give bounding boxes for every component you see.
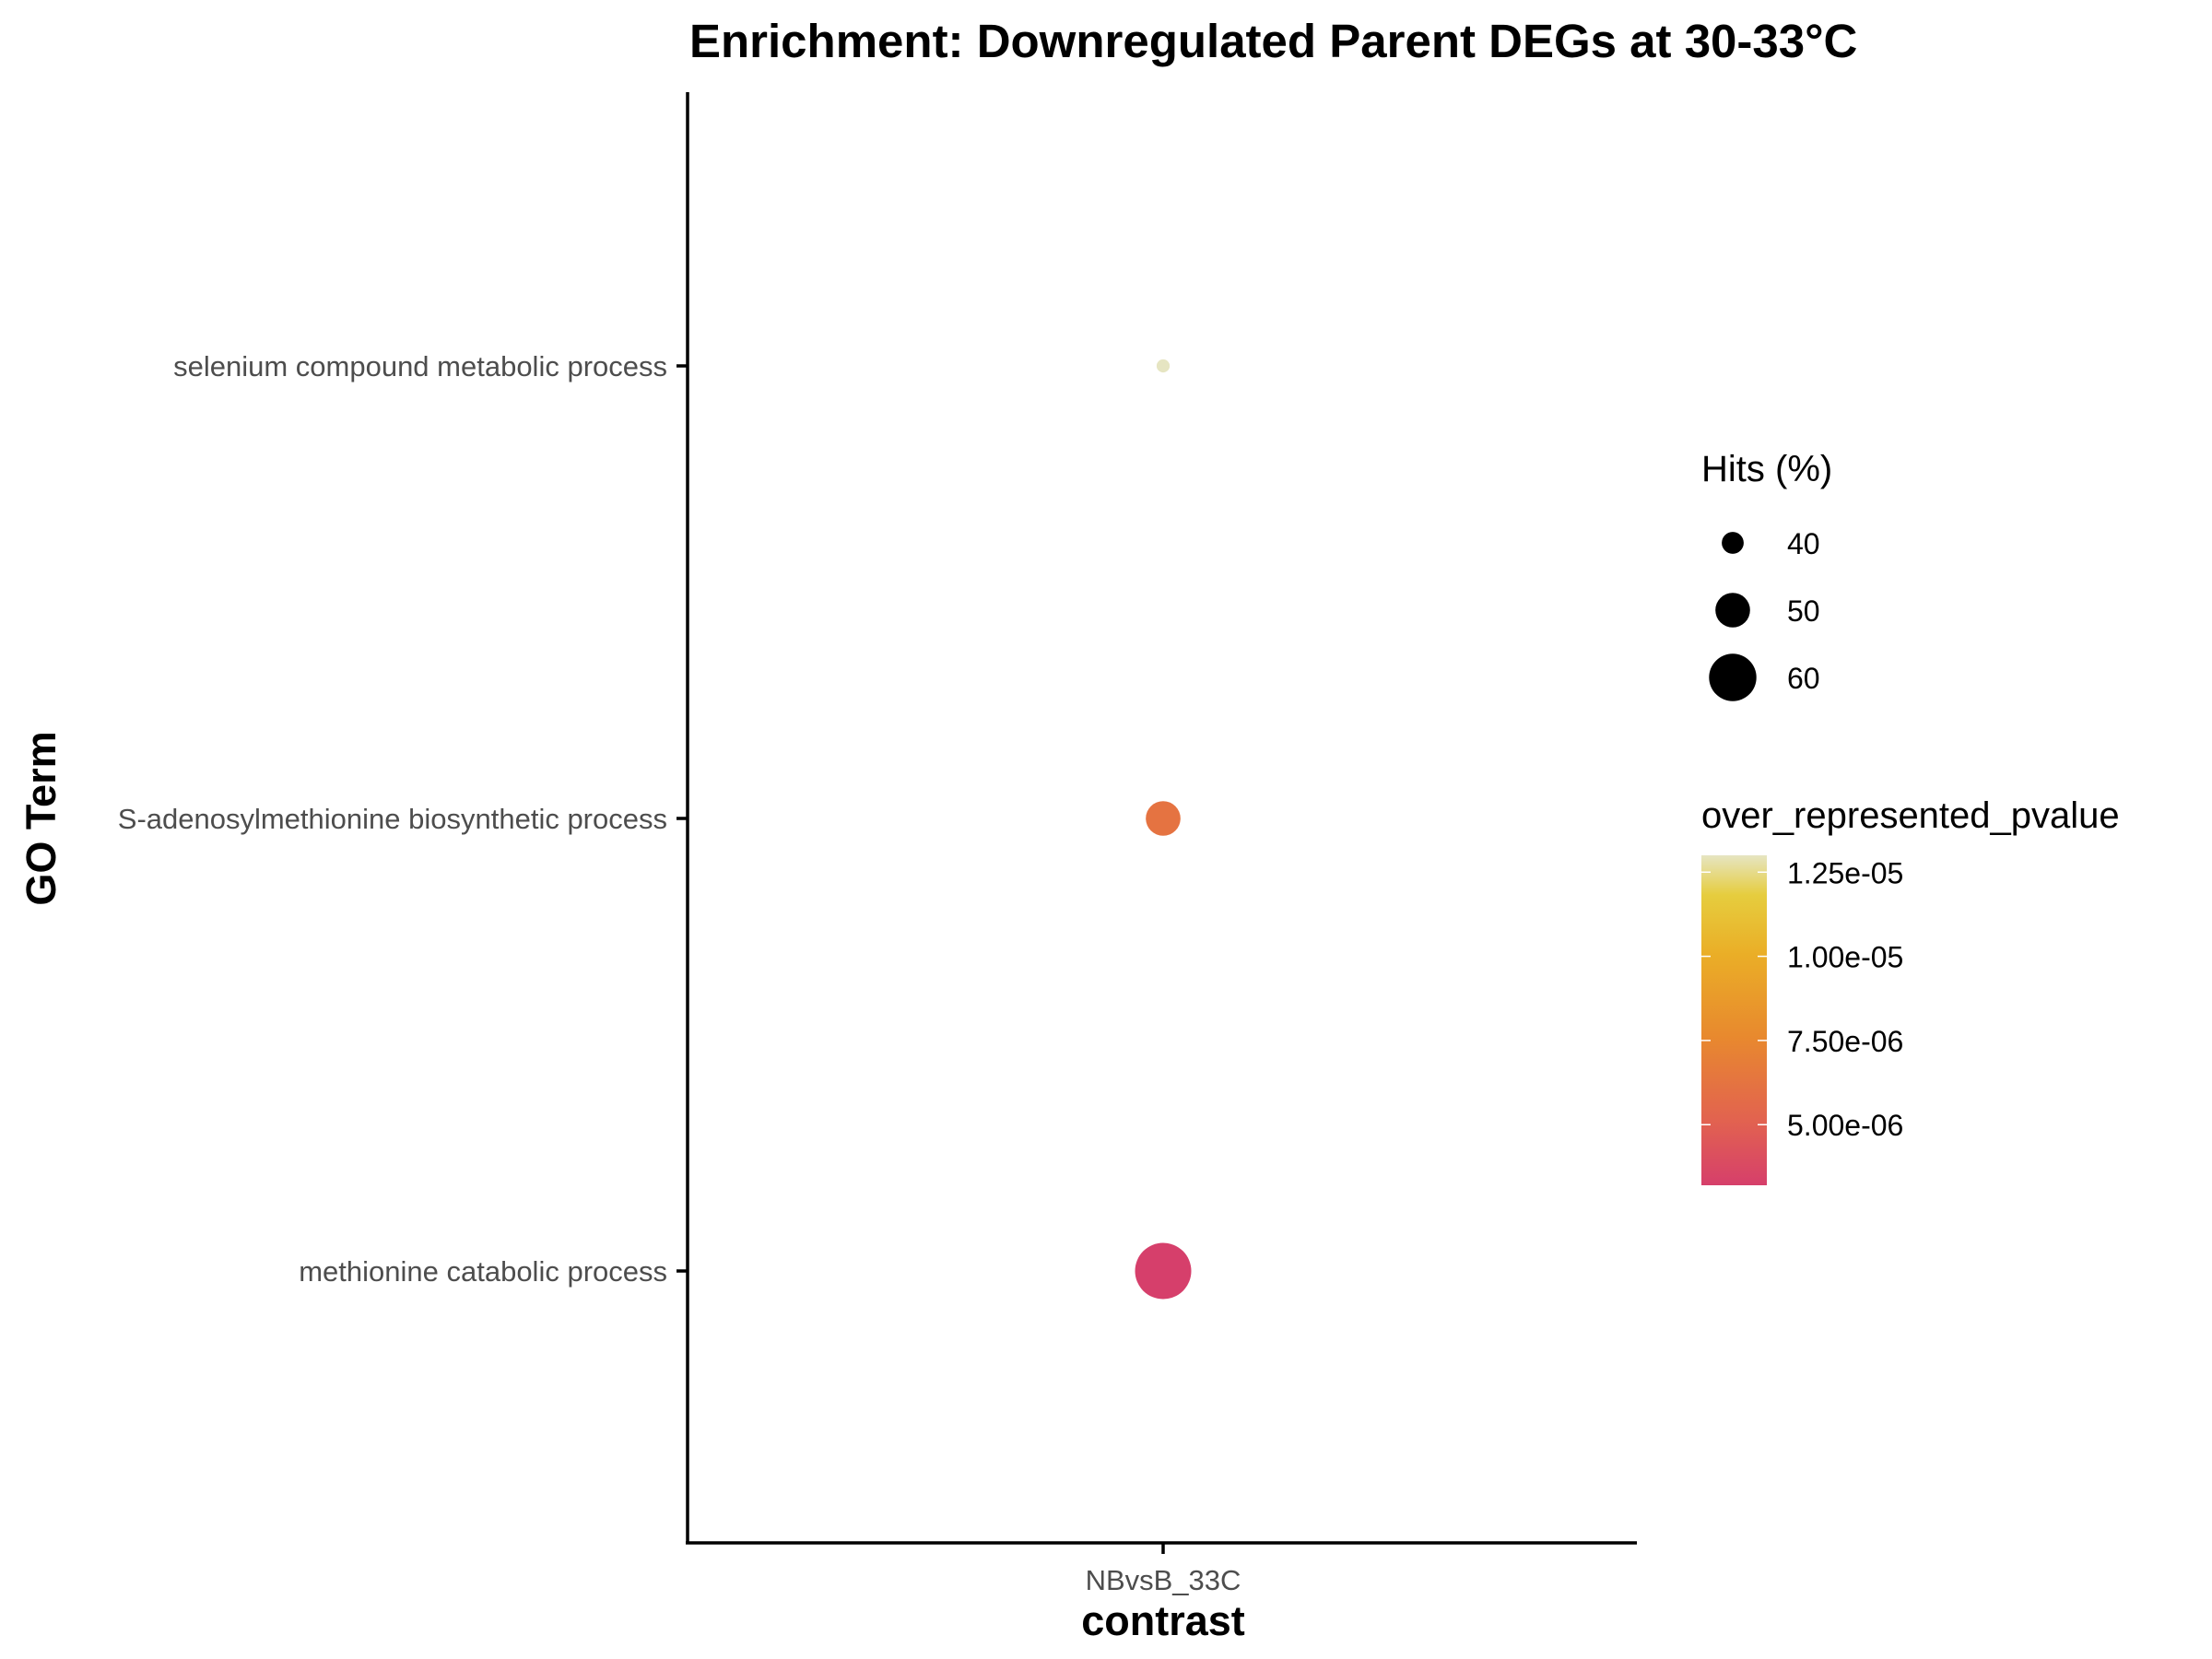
y-tick-label: S-adenosylmethionine biosynthetic proces… xyxy=(118,803,667,835)
x-axis-title: contrast xyxy=(1081,1597,1245,1644)
size-legend-items: 40 50 60 xyxy=(1709,527,1820,701)
size-legend-label: 50 xyxy=(1787,594,1820,628)
color-legend-ticks: 1.25e-05 1.00e-05 7.50e-06 5.00e-06 xyxy=(1701,856,1903,1142)
size-legend-label: 60 xyxy=(1787,662,1820,695)
chart-title: Enrichment: Downregulated Parent DEGs at… xyxy=(689,15,1857,67)
x-axis-ticks: NBvsB_33C xyxy=(1086,1543,1241,1596)
y-tick-label: selenium compound metabolic process xyxy=(173,350,667,382)
color-legend: over_represented_pvalue 1.25e-05 1.00e-05… xyxy=(1701,795,2120,1185)
size-legend-key xyxy=(1722,532,1744,554)
size-legend-key xyxy=(1709,653,1757,701)
data-points xyxy=(1135,359,1192,1300)
y-axis-ticks: methionine catabolic process S-adenosylme… xyxy=(118,350,688,1288)
size-legend-title: Hits (%) xyxy=(1701,449,1832,489)
data-point xyxy=(1146,801,1181,836)
color-legend-label: 5.00e-06 xyxy=(1787,1109,1903,1142)
y-tick-label: methionine catabolic process xyxy=(299,1255,667,1288)
color-legend-bar xyxy=(1701,855,1767,1185)
size-legend: Hits (%) 40 50 60 xyxy=(1701,449,1832,701)
color-legend-label: 1.00e-05 xyxy=(1787,941,1903,974)
x-tick-label: NBvsB_33C xyxy=(1086,1564,1241,1596)
color-legend-label: 7.50e-06 xyxy=(1787,1025,1903,1058)
data-point xyxy=(1156,359,1171,373)
size-legend-label: 40 xyxy=(1787,527,1820,560)
size-legend-key xyxy=(1715,593,1750,628)
data-point xyxy=(1135,1242,1192,1300)
y-axis-title: GO Term xyxy=(18,731,65,905)
color-legend-label: 1.25e-05 xyxy=(1787,856,1903,889)
color-legend-title: over_represented_pvalue xyxy=(1701,795,2120,836)
